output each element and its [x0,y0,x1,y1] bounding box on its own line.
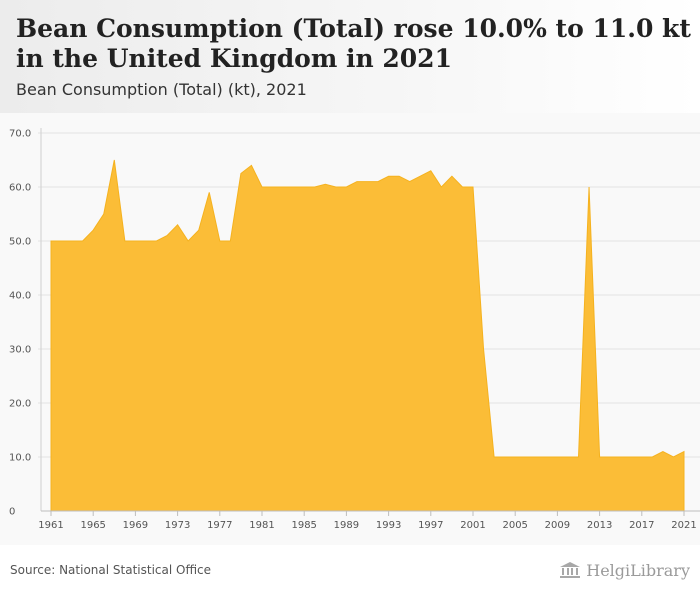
axes: 70.0 60.0 50.0 40.0 30.0 20.0 10.0 0 1961 1965 196… [9,128,700,531]
x-tick-label: 1993 [376,520,401,531]
x-tick-label: 1973 [165,520,190,531]
x-tick-label: 2005 [502,520,527,531]
y-tick-label: 10.0 [9,453,31,464]
x-tick-label: 2013 [587,520,612,531]
x-tick-label: 2001 [460,520,485,531]
chart-subtitle: Bean Consumption (Total) (kt), 2021 [16,80,307,99]
logo-text: HelgiLibrary [586,560,690,580]
x-tick-label: 1985 [291,520,316,531]
y-tick-label: 20.0 [9,399,31,410]
x-tick-label: 1969 [123,520,148,531]
header-panel: Bean Consumption (Total) rose 10.0% to 1… [0,0,700,113]
area-series-bean-consumption [50,159,685,512]
data-series [50,159,685,512]
x-tick-label: 1997 [418,520,443,531]
x-tick-label: 2017 [629,520,654,531]
library-building-icon [560,562,581,578]
x-tick-label: 2009 [545,520,570,531]
helgi-library-logo: HelgiLibrary [558,560,690,580]
y-tick-label: 0 [9,507,15,518]
x-tick-label: 1961 [38,520,63,531]
y-tick-label: 70.0 [9,129,31,140]
source-note: Source: National Statistical Office [10,563,212,577]
y-tick-label: 30.0 [9,345,31,356]
chart-title: Bean Consumption (Total) rose 10.0% to 1… [16,14,691,73]
x-tick-label: 1977 [207,520,232,531]
y-tick-label: 60.0 [9,183,31,194]
x-tick-label: 1981 [249,520,274,531]
x-tick-label: 1989 [334,520,359,531]
y-tick-label: 50.0 [9,237,31,248]
x-tick-label: 1965 [80,520,105,531]
y-tick-label: 40.0 [9,291,31,302]
x-tick-label: 2021 [671,520,696,531]
